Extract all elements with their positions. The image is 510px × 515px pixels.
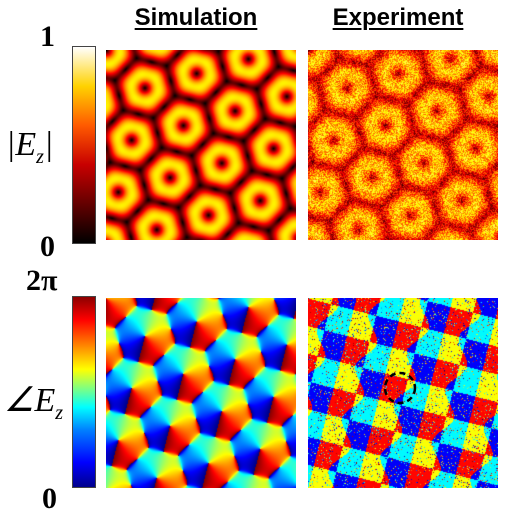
phase-singularity-marker [383,371,417,405]
amplitude-tick-min: 0 [40,230,55,263]
experiment-phase-map [308,298,498,488]
phase-colorbar [72,296,96,488]
amplitude-quantity-label: |Ez| [6,126,54,168]
phase-tick-min: 0 [42,482,57,515]
experiment-title: Experiment [332,4,464,31]
phase-tick-max: 2π [26,264,58,297]
simulation-phase-map [106,298,296,488]
amplitude-colorbar [72,46,96,244]
phase-quantity-label: ∠Ez [4,382,64,424]
simulation-title: Simulation [134,4,258,31]
simulation-amplitude-map [106,50,296,240]
amplitude-tick-max: 1 [40,20,55,53]
experiment-amplitude-map [308,50,498,240]
